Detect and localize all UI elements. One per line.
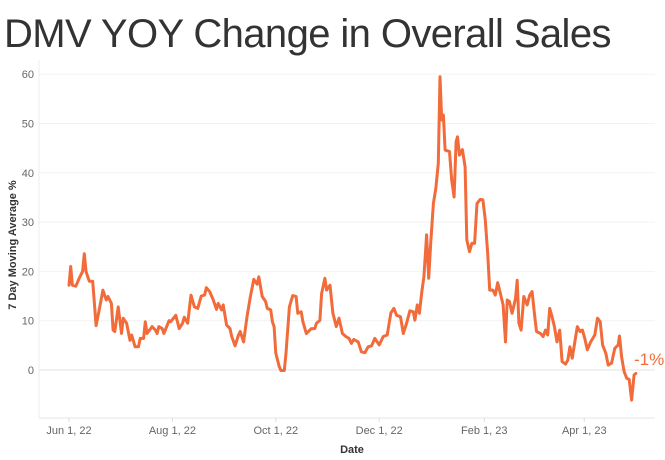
y-tick-label: 10 (22, 316, 34, 328)
series-line[interactable] (67, 75, 638, 402)
gridlines (39, 73, 655, 371)
y-tick-label: 50 (22, 119, 34, 131)
y-tick-label: 40 (22, 168, 34, 180)
x-tick-label: Aug 1, 22 (149, 425, 196, 437)
chart-title: DMV YOY Change in Overall Sales (4, 12, 611, 56)
y-axis-ticks: 0 10 20 30 40 50 60 (22, 69, 34, 377)
end-value-label: -1% (634, 350, 664, 369)
y-tick-label: 60 (22, 69, 34, 81)
x-tick-label: Apr 1, 23 (562, 425, 607, 437)
x-axis-title: Date (340, 444, 364, 456)
y-tick-label: 30 (22, 217, 34, 229)
x-axis-ticks: Jun 1, 22 Aug 1, 22 Oct 1, 22 Dec 1, 22 Feb … (46, 418, 607, 437)
y-tick-label: 20 (22, 266, 34, 278)
x-tick-label: Dec 1, 22 (356, 425, 403, 437)
x-tick-label: Oct 1, 22 (253, 425, 298, 437)
x-tick-label: Feb 1, 23 (461, 425, 507, 437)
x-tick-label: Jun 1, 22 (46, 425, 91, 437)
y-axis-title: 7 Day Moving Average % (7, 180, 19, 310)
y-tick-label: 0 (28, 365, 34, 377)
